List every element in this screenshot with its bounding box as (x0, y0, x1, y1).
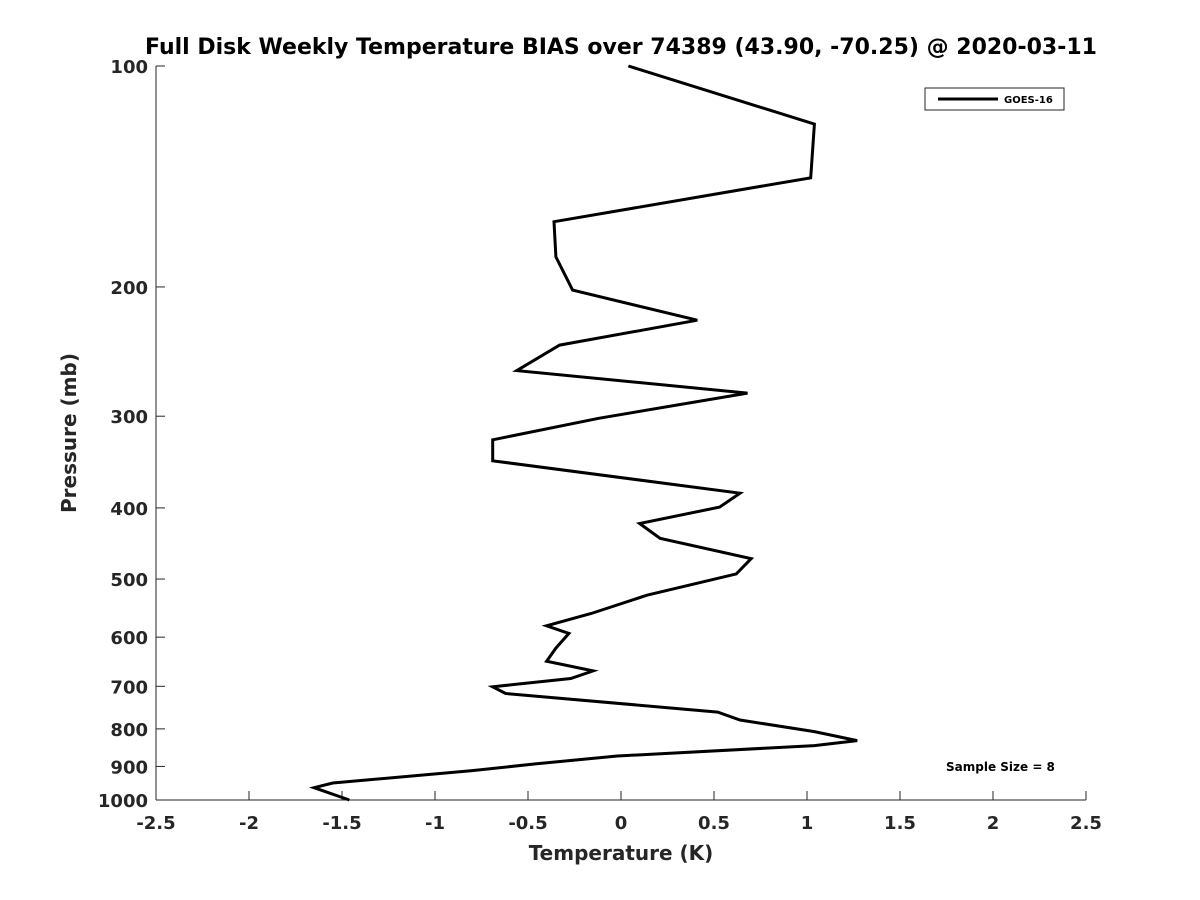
x-tick-label: 2.5 (1070, 813, 1102, 834)
y-tick-label: 600 (110, 628, 148, 649)
x-tick-label: -1.5 (322, 813, 361, 834)
chart-title: Full Disk Weekly Temperature BIAS over 7… (145, 35, 1097, 60)
y-tick-label: 900 (110, 757, 148, 778)
y-tick-label: 1000 (98, 791, 148, 812)
x-tick-label: 0.5 (698, 813, 730, 834)
x-tick-label: -1 (425, 813, 445, 834)
x-tick-label: 1.5 (884, 813, 916, 834)
y-tick-label: 200 (110, 278, 148, 299)
y-ticks: 100 200 300 400 500 600 700 800 900 1000 (98, 57, 165, 812)
legend: GOES-16 (924, 87, 1065, 111)
x-tick-label: 2 (987, 813, 1000, 834)
x-axis-label: Temperature (K) (529, 841, 714, 865)
y-tick-label: 300 (110, 407, 148, 428)
x-tick-label: 0 (615, 813, 628, 834)
y-tick-label: 100 (110, 57, 148, 78)
x-tick-label: -2.5 (136, 813, 175, 834)
x-tick-label: -2 (239, 813, 259, 834)
y-tick-label: 400 (110, 499, 148, 520)
x-tick-label: 1 (801, 813, 814, 834)
legend-label-goes-16: GOES-16 (1004, 95, 1053, 106)
y-axis-label: Pressure (mb) (57, 353, 81, 513)
y-tick-label: 800 (110, 720, 148, 741)
y-tick-label: 500 (110, 570, 148, 591)
x-tick-label: -0.5 (508, 813, 547, 834)
series-layer (308, 64, 858, 802)
sample-size-annotation: Sample Size = 8 (946, 760, 1055, 774)
x-ticks: -2.5 -2 -1.5 -1 -0.5 0 0.5 1 1.5 2 2.5 (136, 791, 1102, 834)
series-line-goes-16 (308, 64, 858, 802)
y-tick-label: 700 (110, 677, 148, 698)
